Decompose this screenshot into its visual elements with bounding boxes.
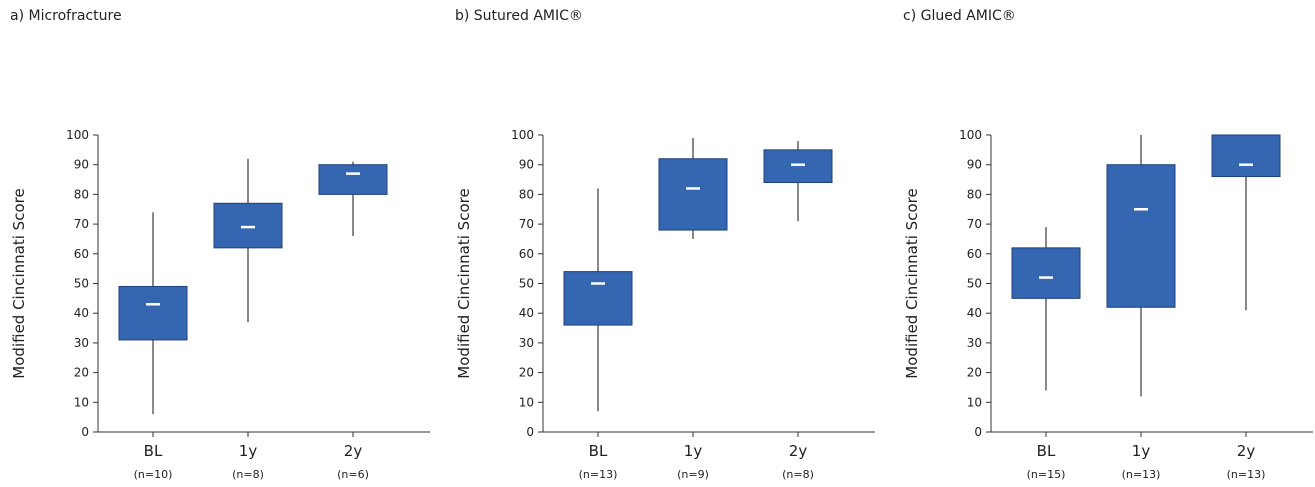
y-tick-label: 70 [74,217,89,231]
panel-sutured-amic: b) Sutured AMIC® 0 10 20 30 40 50 60 70 80 90 100 M… [455,0,880,487]
x-tick-label: 1y [684,442,703,460]
y-tick-label: 80 [519,187,534,201]
y-tick-label: 50 [519,277,534,291]
sample-size-label: (n=8) [782,468,814,481]
sample-size-label: (n=10) [134,468,173,481]
panel-glued-amic: c) Glued AMIC® 0 10 20 30 40 50 60 70 80 90 100 Mod… [903,0,1315,487]
chart-title: a) Microfracture [10,8,122,24]
panel-microfracture: a) Microfracture 0 10 20 30 40 50 60 70 80 90 100 M… [10,0,435,487]
box [213,202,283,249]
y-tick-label: 100 [511,128,534,142]
y-tick-label: 10 [74,395,89,409]
box [763,149,833,184]
box [1211,134,1281,178]
y-tick-label: 0 [526,425,534,439]
y-tick-label: 80 [967,187,982,201]
y-tick-label: 60 [74,247,89,261]
y-tick-label: 0 [81,425,89,439]
chart-title: b) Sutured AMIC® [455,8,583,24]
y-tick-label: 40 [967,306,982,320]
box [1011,247,1081,299]
x-tick-label: BL [144,442,163,460]
y-tick-label: 30 [519,336,534,350]
y-tick-label: 20 [74,366,89,380]
x-tick-label: 2y [789,442,808,460]
box [563,271,633,326]
y-tick-label: 50 [967,277,982,291]
boxplot-chart: 0 10 20 30 40 50 60 70 80 90 100 Modified Cincinnat… [455,128,875,481]
x-tick-label: 2y [344,442,363,460]
y-tick-label: 80 [74,187,89,201]
y-tick-label: 10 [967,395,982,409]
y-tick-label: 90 [519,158,534,172]
y-tick-label: 70 [967,217,982,231]
x-tick-label: 2y [1237,442,1256,460]
y-tick-label: 20 [519,366,534,380]
y-tick-label: 30 [74,336,89,350]
y-tick-label: 100 [66,128,89,142]
y-tick-label: 10 [519,395,534,409]
box [1106,164,1176,308]
y-axis-label: Modified Cincinnati Score [455,188,473,378]
y-tick-label: 20 [967,366,982,380]
y-tick-label: 0 [974,425,982,439]
y-tick-label: 90 [74,158,89,172]
boxplot-chart: 0 10 20 30 40 50 60 70 80 90 100 Modified Cincinnat… [903,128,1313,481]
y-tick-label: 60 [519,247,534,261]
sample-size-label: (n=13) [579,468,618,481]
sample-size-label: (n=9) [677,468,709,481]
sample-size-label: (n=13) [1122,468,1161,481]
y-tick-label: 60 [967,247,982,261]
box [318,164,388,195]
boxplot-chart: 0 10 20 30 40 50 60 70 80 90 100 Modified Cincinnat… [10,128,430,481]
y-tick-label: 30 [967,336,982,350]
sample-size-label: (n=6) [337,468,369,481]
x-tick-label: BL [589,442,608,460]
sample-size-label: (n=15) [1027,468,1066,481]
sample-size-label: (n=13) [1227,468,1266,481]
x-tick-label: 1y [239,442,258,460]
sample-size-label: (n=8) [232,468,264,481]
box [658,158,728,231]
x-tick-label: 1y [1132,442,1151,460]
y-tick-label: 70 [519,217,534,231]
chart-title: c) Glued AMIC® [903,8,1016,24]
y-tick-label: 90 [967,158,982,172]
x-tick-label: BL [1037,442,1056,460]
y-tick-label: 50 [74,277,89,291]
y-tick-label: 40 [519,306,534,320]
box [118,285,188,341]
y-axis-label: Modified Cincinnati Score [903,188,921,378]
y-tick-label: 100 [959,128,982,142]
y-axis-label: Modified Cincinnati Score [10,188,28,378]
y-tick-label: 40 [74,306,89,320]
